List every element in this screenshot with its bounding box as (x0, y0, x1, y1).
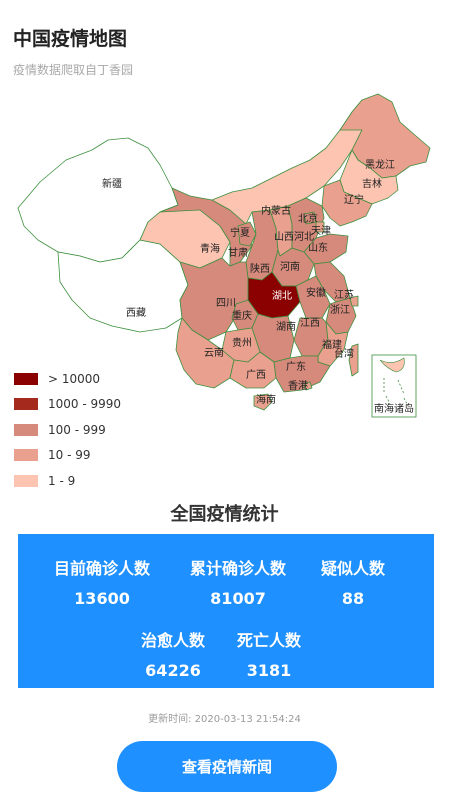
legend-item[interactable]: 100 - 999 (14, 417, 121, 443)
update-time: 更新时间: 2020-03-13 21:54:24 (148, 714, 301, 725)
legend-item[interactable]: 10 - 99 (14, 443, 121, 469)
legend-label: 1000 - 9990 (48, 397, 122, 412)
label-hebei: 河北 (294, 231, 314, 243)
label-jiangxi: 江西 (300, 317, 320, 329)
legend-label: 1 - 9 (48, 473, 76, 488)
stat-label: 累计确诊人数 (190, 559, 287, 578)
view-news-button[interactable]: 查看疫情新闻 (117, 741, 337, 792)
label-tianjin: 天津 (311, 225, 331, 237)
label-hainan: 海南 (256, 393, 276, 406)
stats-title: 全国疫情统计 (170, 504, 279, 525)
label-xizang: 西藏 (126, 307, 146, 319)
province-hainan[interactable] (253, 393, 273, 411)
label-shaanxi: 陕西 (250, 262, 270, 275)
stat-value: 13600 (74, 589, 130, 608)
label-liaoning: 辽宁 (344, 193, 364, 206)
legend-item[interactable]: 1000 - 9990 (14, 392, 121, 418)
label-hongkong: 香港 (288, 380, 308, 392)
stat-value: 3181 (246, 661, 292, 680)
legend-swatch (14, 398, 38, 411)
label-zhejiang: 浙江 (330, 304, 350, 316)
legend-swatch (14, 474, 38, 487)
label-jilin: 吉林 (362, 177, 382, 190)
legend-label: 10 - 99 (48, 448, 91, 463)
label-guizhou: 贵州 (232, 336, 252, 349)
stat-label: 治愈人数 (141, 631, 206, 650)
label-yunnan: 云南 (204, 346, 224, 359)
label-jiangsu: 江苏 (334, 288, 354, 301)
label-anhui: 安徽 (306, 286, 326, 299)
label-shandong: 山东 (308, 241, 328, 254)
label-shanxi: 山西 (274, 231, 294, 243)
china-map[interactable]: 南海诸岛 新疆 西藏 黑龙江 吉林 辽宁 内蒙古 北京 天津 河北 山西 山东 … (0, 85, 449, 425)
stat-current-confirmed: 目前确诊人数 13600 (54, 555, 150, 608)
stat-label: 死亡人数 (237, 631, 302, 650)
legend-swatch (14, 449, 38, 462)
label-qinghai: 青海 (200, 242, 220, 255)
province-tianjin[interactable] (315, 221, 325, 233)
legend-item[interactable]: > 10000 (14, 366, 121, 392)
province-yunnan[interactable] (175, 317, 235, 389)
label-ningxia: 宁夏 (230, 226, 250, 239)
legend-label: 100 - 999 (48, 422, 106, 437)
label-fujian: 福建 (322, 338, 342, 351)
province-ningxia[interactable] (237, 221, 257, 247)
map-legend: > 10000 1000 - 9990 100 - 999 10 - 99 1 … (14, 366, 121, 494)
south-china-sea-inset: 南海诸岛 (371, 354, 417, 418)
stat-suspected: 疑似人数 88 (321, 555, 385, 608)
stat-death: 死亡人数 3181 (237, 627, 301, 680)
legend-swatch (14, 372, 38, 385)
stat-value: 81007 (210, 589, 266, 608)
legend-label: > 10000 (48, 371, 101, 386)
stat-label: 目前确诊人数 (54, 559, 151, 578)
label-taiwan: 台湾 (334, 347, 354, 360)
stat-cured: 治愈人数 64226 (141, 627, 205, 680)
page-subtitle: 疫情数据爬取自丁香园 (13, 63, 134, 77)
stats-panel: 目前确诊人数 13600 累计确诊人数 81007 疑似人数 88 治愈人数 6… (18, 534, 434, 688)
province-shanghai[interactable] (349, 295, 359, 307)
stat-value: 64226 (145, 661, 201, 680)
label-xinjiang: 新疆 (102, 177, 122, 190)
label-guangdong: 广东 (286, 360, 306, 373)
stat-label: 疑似人数 (321, 559, 386, 578)
label-hunan: 湖南 (276, 320, 296, 333)
label-guangxi: 广西 (246, 369, 266, 381)
label-hubei: 湖北 (272, 290, 292, 302)
page-title: 中国疫情地图 (13, 28, 128, 50)
label-nanhai: 南海诸岛 (374, 402, 414, 415)
label-henan: 河南 (280, 260, 300, 273)
label-gansu: 甘肃 (228, 246, 248, 259)
legend-swatch (14, 423, 38, 436)
legend-item[interactable]: 1 - 9 (14, 468, 121, 494)
label-sichuan: 四川 (216, 298, 236, 309)
label-beijing: 北京 (298, 212, 318, 225)
label-neimenggu: 内蒙古 (261, 204, 291, 217)
stat-total-confirmed: 累计确诊人数 81007 (190, 555, 286, 608)
province-taiwan[interactable] (348, 343, 359, 377)
label-heilongjiang: 黑龙江 (365, 158, 395, 171)
stat-value: 88 (341, 589, 365, 608)
province-hongkong[interactable] (303, 381, 313, 391)
label-chongqing: 重庆 (232, 309, 252, 322)
province-liaoning[interactable] (321, 179, 373, 227)
province-guangdong[interactable] (273, 355, 331, 393)
